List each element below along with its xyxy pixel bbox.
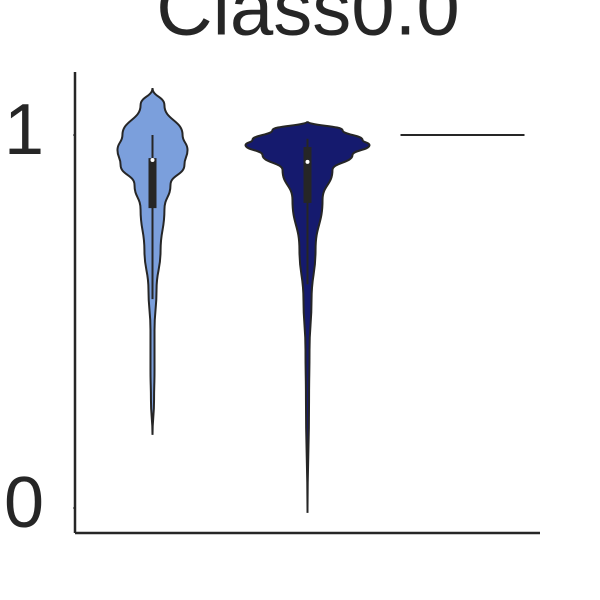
violin bbox=[244, 120, 371, 514]
y-tick-label: 1 bbox=[4, 90, 44, 170]
median bbox=[305, 159, 310, 164]
median bbox=[150, 158, 155, 163]
y-tick-label: 0 bbox=[4, 463, 44, 543]
chart-title: Class0.0 bbox=[156, 0, 459, 52]
